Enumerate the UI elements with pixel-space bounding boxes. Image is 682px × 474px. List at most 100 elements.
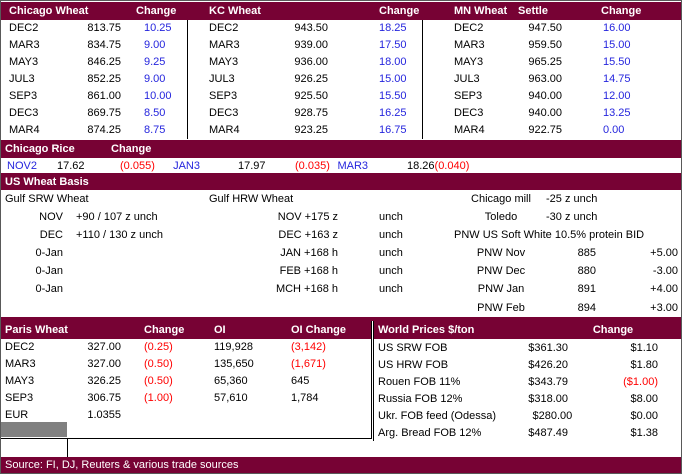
basis-row: Gulf SRW Wheat Gulf HRW Wheat Chicago mi… bbox=[1, 190, 681, 208]
change-cell: 14.75 bbox=[603, 73, 631, 86]
price-cell: $487.49 bbox=[528, 426, 568, 439]
unch-label: unch bbox=[379, 247, 403, 260]
change-cell: (0.055) bbox=[120, 159, 155, 172]
hrw-basis-value: NOV +175 z bbox=[277, 211, 338, 224]
world-price-row: Russia FOB 12% $318.00 $8.00 bbox=[374, 390, 681, 407]
change-cell: 9.00 bbox=[144, 39, 166, 52]
month-label: 0-Jan bbox=[35, 265, 63, 278]
settle-price-cell: 943.50 bbox=[294, 22, 328, 35]
location-label: Toledo bbox=[484, 211, 518, 224]
change-cell: 8.75 bbox=[144, 123, 166, 136]
futures-row: MAR4 923.25 16.75 bbox=[187, 121, 422, 138]
contract-month-cell: MAY3 bbox=[209, 56, 239, 69]
price-cell: 17.97 bbox=[238, 159, 266, 172]
change-cell: 9.25 bbox=[144, 56, 166, 69]
contract-month-cell: SEP3 bbox=[9, 90, 38, 102]
change-cell: 18.25 bbox=[379, 22, 407, 35]
contract-month-cell: SEP3 bbox=[454, 90, 483, 102]
unch-label: unch bbox=[379, 229, 403, 242]
settle-price-cell: 846.25 bbox=[87, 56, 121, 69]
price-cell: 18.26 bbox=[407, 159, 435, 172]
oi-change-cell: 645 bbox=[291, 374, 310, 387]
change-cell: 15.50 bbox=[603, 56, 631, 69]
contract-month-cell: MAR3 bbox=[5, 358, 36, 371]
futures-row: MAY3 936.00 18.00 bbox=[187, 54, 422, 71]
contract-month-cell: MAR3 bbox=[337, 159, 368, 172]
pnw-month-label: PNW Jan bbox=[477, 283, 525, 296]
source-text: Source: FI, DJ, Reuters & various trade … bbox=[5, 459, 239, 471]
paris-row: MAY3 326.25 (0.50) 65,360 645 bbox=[1, 373, 371, 390]
change-cell: (1.00) bbox=[144, 391, 173, 404]
settle-price-cell: 306.75 bbox=[87, 391, 121, 404]
kc-wheat-table: KC Wheat Change DEC2 943.50 18.25 MAR3 9… bbox=[187, 2, 422, 138]
futures-row: MAR3 834.75 9.00 bbox=[1, 37, 187, 54]
futures-row: MAR3 959.50 15.00 bbox=[422, 37, 681, 54]
futures-row: JUL3 926.25 15.00 bbox=[187, 71, 422, 88]
location-label: Chicago mill bbox=[471, 193, 531, 205]
srw-basis-value: +90 / 107 z unch bbox=[76, 211, 158, 224]
world-price-row: US SRW FOB $361.30 $1.10 bbox=[374, 339, 681, 356]
contract-month-cell: MAY3 bbox=[454, 56, 484, 69]
table-title: Paris Wheat bbox=[5, 324, 68, 336]
mn-wheat-rows: DEC2 947.50 16.00 MAR3 959.50 15.00 MAY3… bbox=[422, 20, 681, 138]
paris-row: MAR3 327.00 (0.50) 135,650 (1,671) bbox=[1, 356, 371, 373]
contract-month-cell: MAR3 bbox=[454, 39, 485, 52]
market-label: US SRW FOB bbox=[378, 341, 448, 354]
chicago-wheat-rows: DEC2 813.75 10.25 MAR3 834.75 9.00 MAY3 … bbox=[1, 20, 187, 138]
paris-wheat-header: Paris Wheat Change OI OI Change bbox=[1, 321, 371, 339]
change-cell: 15.50 bbox=[379, 90, 407, 102]
settle-price-cell: 1.0355 bbox=[87, 408, 121, 421]
change-cell: $1.80 bbox=[630, 358, 658, 371]
change-cell: 18.00 bbox=[379, 56, 407, 69]
price-cell: $318.00 bbox=[528, 392, 568, 405]
chicago-wheat-table: Chicago Wheat Change DEC2 813.75 10.25 M… bbox=[1, 2, 187, 138]
us-wheat-basis-header: US Wheat Basis bbox=[1, 173, 681, 190]
change-column-header: Change bbox=[592, 324, 634, 336]
hrw-basis-value: JAN +168 h bbox=[280, 247, 338, 260]
chicago-rice-section: Chicago Rice Change NOV2 17.62 (0.055) JAN… bbox=[1, 140, 681, 173]
pnw-month-label: PNW Nov bbox=[476, 247, 526, 260]
change-cell: 16.75 bbox=[379, 123, 407, 136]
contract-month-cell: SEP3 bbox=[5, 391, 34, 404]
contract-month-cell: DEC3 bbox=[9, 106, 39, 119]
paris-wheat-table: Paris Wheat Change OI OI Change DEC2 327.… bbox=[1, 321, 372, 439]
world-prices-table: World Prices $/ton Change US SRW FOB $361… bbox=[373, 321, 681, 441]
change-cell: 16.00 bbox=[603, 22, 631, 35]
contract-month-cell: DEC3 bbox=[454, 106, 484, 119]
hrw-basis-value: MCH +168 h bbox=[275, 283, 338, 296]
unch-label: unch bbox=[379, 283, 403, 296]
unch-label: unch bbox=[379, 265, 403, 278]
change-cell: ($1.00) bbox=[623, 375, 658, 388]
change-cell: (0.040) bbox=[434, 159, 470, 172]
change-cell: (0.035) bbox=[295, 159, 330, 172]
kc-wheat-header: KC Wheat Change bbox=[187, 2, 422, 20]
cell-border-stub bbox=[67, 439, 68, 457]
change-column-header: Change bbox=[111, 143, 152, 155]
change-cell: (0.25) bbox=[144, 341, 173, 354]
oi-change-column-header: OI Change bbox=[291, 324, 347, 336]
contract-month-cell: MAR4 bbox=[9, 123, 40, 136]
world-price-row: Ukr. FOB feed (Odessa) $280.00 $0.00 bbox=[374, 407, 681, 424]
change-cell: 10.00 bbox=[144, 90, 172, 102]
contract-month-cell: MAR3 bbox=[9, 39, 40, 52]
table-title: Chicago Wheat bbox=[9, 5, 89, 17]
contract-month-cell: MAY3 bbox=[9, 56, 39, 69]
futures-row: SEP3 925.50 15.50 bbox=[187, 88, 422, 105]
futures-row: DEC2 813.75 10.25 bbox=[1, 20, 187, 37]
price-cell: $361.30 bbox=[528, 341, 568, 354]
change-cell: $0.00 bbox=[630, 409, 658, 422]
settle-price-cell: 926.25 bbox=[294, 73, 328, 86]
futures-row: SEP3 861.00 10.00 bbox=[1, 88, 187, 105]
settle-price-cell: 327.00 bbox=[87, 358, 121, 371]
change-cell: 0.00 bbox=[603, 123, 625, 136]
settle-price-cell: 959.50 bbox=[528, 39, 562, 52]
table-title: MN Wheat bbox=[454, 5, 508, 17]
source-footer: Source: FI, DJ, Reuters & various trade … bbox=[1, 457, 681, 473]
pnw-price-cell: 880 bbox=[577, 265, 596, 278]
oi-column-header: OI bbox=[214, 324, 226, 336]
mn-wheat-header: MN Wheat Settle Change bbox=[422, 2, 681, 20]
contract-month-cell: SEP3 bbox=[209, 90, 238, 102]
futures-row: MAR4 922.75 0.00 bbox=[422, 121, 681, 138]
pnw-price-cell: 894 bbox=[577, 301, 596, 314]
change-cell: 13.25 bbox=[603, 106, 631, 119]
